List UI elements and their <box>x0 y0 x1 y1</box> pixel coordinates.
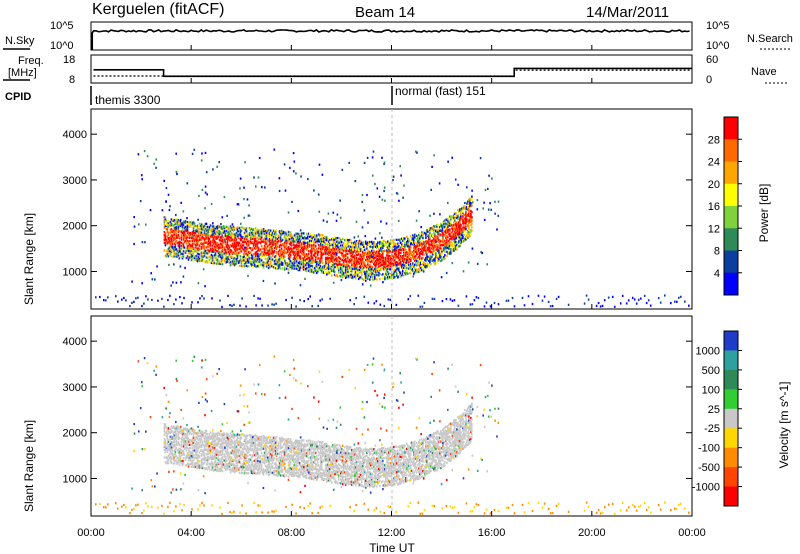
noise-left-tick-bottom: 10^0 <box>50 40 74 52</box>
nave-line <box>93 69 692 77</box>
x-axis: 00:00 04:00 08:00 12:00 16:00 20:00 00:00 <box>77 45 706 539</box>
velocity-colorbar-tick: -25 <box>704 423 720 435</box>
power-colorbar-label: Power [dB] <box>757 184 771 243</box>
noise-right-tick-top: 10^5 <box>706 20 730 32</box>
x-tick-label: 08:00 <box>278 527 306 539</box>
frequency-panel: Freq. [MHz] 18 8 60 0 Nave <box>3 54 787 86</box>
x-tick-label: 00:00 <box>77 527 105 539</box>
power-colorbar-tick: 20 <box>708 179 720 191</box>
x-tick-label: 00:00 <box>678 527 706 539</box>
power-scatter-cells <box>95 148 690 308</box>
power-ytick-label: 1000 <box>63 266 87 278</box>
power-colorbar: 28 24 20 16 12 8 4 <box>708 116 742 296</box>
date-title: 14/Mar/2011 <box>586 4 669 21</box>
velocity-colorbar-tick: -100 <box>698 443 720 455</box>
velocity-colorbar: 1000 500 100 25 -25 -100 -500 -1000 <box>692 330 742 507</box>
power-colorbar-tick: 8 <box>714 246 720 258</box>
power-ytick-label: 3000 <box>63 175 87 187</box>
velocity-ytick-label: 2000 <box>63 428 87 440</box>
velocity-ytick-label: 1000 <box>63 473 87 485</box>
velocity-ytick-label: 3000 <box>63 382 87 394</box>
noise-left-tick-top: 10^5 <box>50 20 74 32</box>
freq-tick-bottom: 8 <box>69 74 75 86</box>
cpid-mode-normal: normal (fast) 151 <box>395 84 486 98</box>
velocity-scatter-cells <box>95 355 690 515</box>
velocity-colorbar-tick: -1000 <box>692 482 720 494</box>
velocity-ytick-label: 4000 <box>63 336 87 348</box>
freq-label-line1: Freq. <box>18 55 44 67</box>
power-colorbar-tick: 4 <box>714 268 720 280</box>
velocity-colorbar-tick: -500 <box>698 462 720 474</box>
noise-sky-line <box>91 28 690 50</box>
nave-tick-top: 60 <box>706 54 718 66</box>
velocity-colorbar-tick: 500 <box>702 365 720 377</box>
cpid-label: CPID <box>5 91 31 103</box>
velocity-panel: 4000 3000 2000 1000 Slant Range [km] 1000 50… <box>22 315 791 517</box>
x-tick-label: 16:00 <box>478 527 506 539</box>
freq-label-line2: [MHz] <box>8 67 37 79</box>
noise-sky-label: N.Sky <box>5 35 35 47</box>
x-tick-label: 12:00 <box>378 527 406 539</box>
power-colorbar-tick: 28 <box>708 134 720 146</box>
x-axis-label: Time UT <box>369 541 415 554</box>
power-ytick-label: 2000 <box>63 221 87 233</box>
frequency-line <box>93 67 692 78</box>
freq-tick-top: 18 <box>63 54 75 66</box>
x-tick-label: 20:00 <box>578 527 606 539</box>
power-panel: 4000 3000 2000 1000 Slant Range [km] 28 24 20… <box>22 108 771 310</box>
cpid-mode-themis: themis 3300 <box>95 93 161 107</box>
velocity-ylabel: Slant Range [km] <box>22 420 36 512</box>
nave-label: Nave <box>751 66 777 78</box>
velocity-colorbar-tick: 1000 <box>696 345 720 357</box>
power-colorbar-tick: 16 <box>708 201 720 213</box>
noise-right-tick-bottom: 10^0 <box>706 40 730 52</box>
power-colorbar-tick: 12 <box>708 223 720 235</box>
velocity-colorbar-tick: 100 <box>702 384 720 396</box>
cpid-panel: CPID themis 3300 normal (fast) 151 <box>5 84 486 107</box>
velocity-colorbar-tick: 25 <box>708 404 720 416</box>
station-title: Kerguelen (fitACF) <box>92 1 225 18</box>
power-colorbar-tick: 24 <box>708 157 720 169</box>
noise-panel: N.Sky 10^5 10^0 10^5 10^0 N.Search <box>3 20 793 52</box>
power-ytick-label: 4000 <box>63 129 87 141</box>
x-tick-label: 04:00 <box>177 527 205 539</box>
power-ylabel: Slant Range [km] <box>22 213 36 305</box>
nave-tick-bottom: 0 <box>706 74 712 86</box>
noise-search-label: N.Search <box>747 33 793 45</box>
beam-title: Beam 14 <box>355 4 415 21</box>
velocity-colorbar-label: Velocity [m s^-1] <box>777 382 791 469</box>
